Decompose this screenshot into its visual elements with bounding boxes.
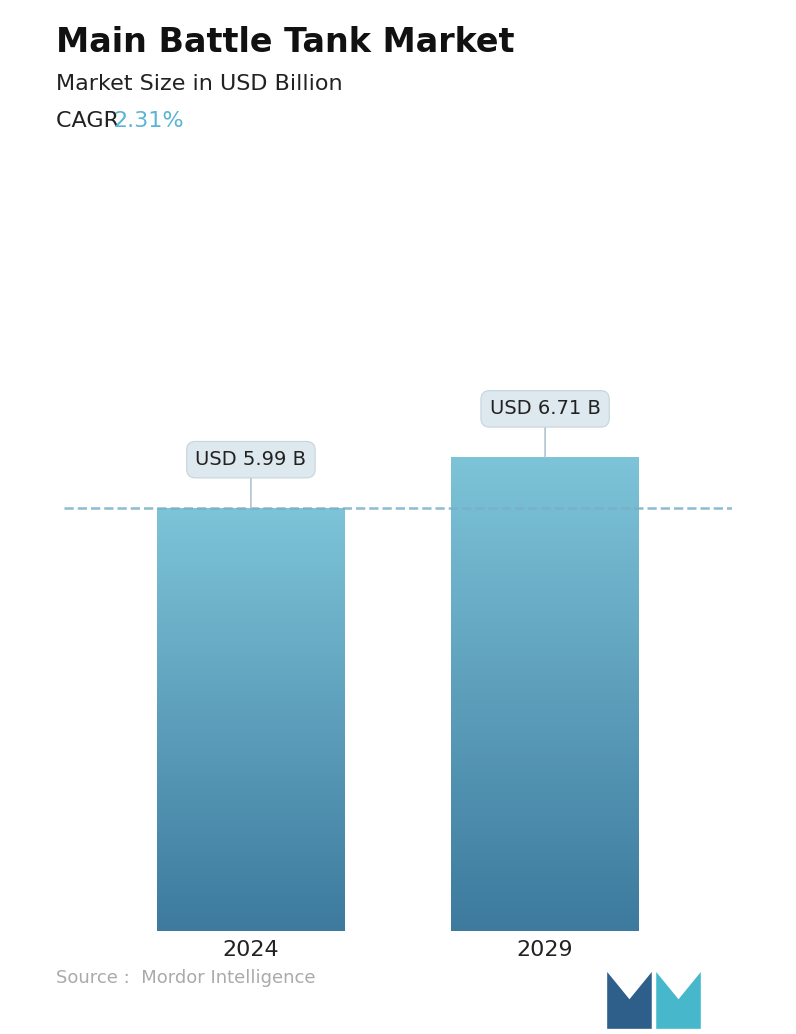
Text: USD 6.71 B: USD 6.71 B	[490, 399, 600, 457]
Polygon shape	[607, 972, 652, 1029]
Text: Main Battle Tank Market: Main Battle Tank Market	[56, 26, 514, 59]
Text: Source :  Mordor Intelligence: Source : Mordor Intelligence	[56, 970, 315, 987]
Text: Market Size in USD Billion: Market Size in USD Billion	[56, 74, 342, 94]
Text: CAGR: CAGR	[56, 111, 126, 130]
Polygon shape	[656, 972, 700, 1029]
Text: 2.31%: 2.31%	[114, 111, 185, 130]
Text: USD 5.99 B: USD 5.99 B	[195, 450, 306, 508]
